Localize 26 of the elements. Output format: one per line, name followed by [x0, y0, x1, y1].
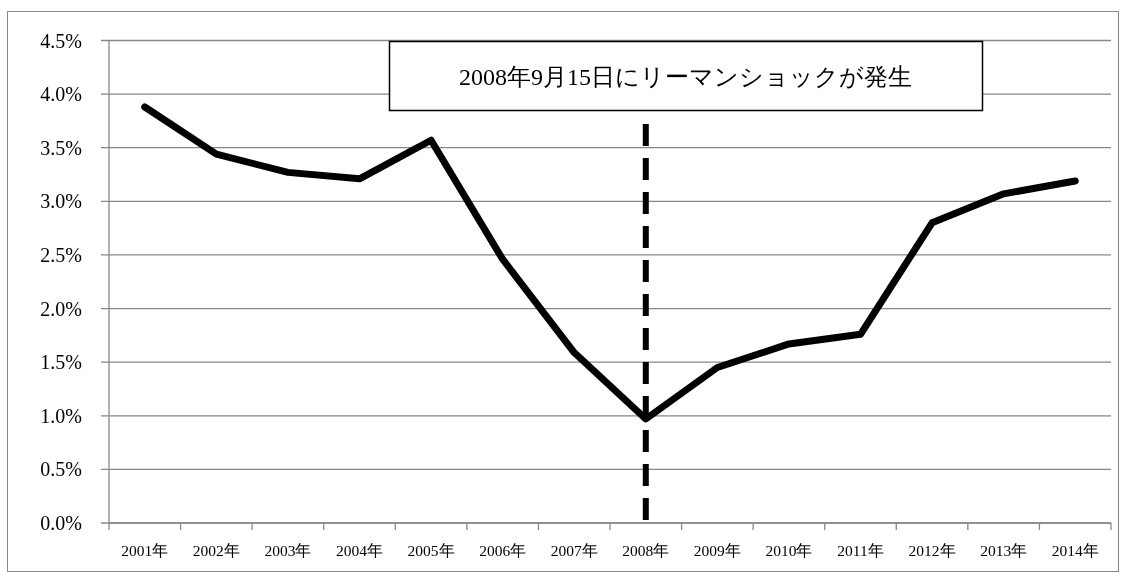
x-tick-label: 2009年: [693, 542, 741, 559]
y-tick-label: 1.5%: [40, 351, 82, 374]
y-tick-label: 2.0%: [40, 297, 82, 320]
x-tick-label: 2013年: [980, 542, 1028, 559]
x-tick-label: 2001年: [121, 542, 169, 559]
y-tick-label: 1.0%: [40, 404, 82, 427]
x-tick-label: 2005年: [407, 542, 455, 559]
y-tick-label: 4.5%: [40, 29, 82, 52]
y-tick-label: 3.5%: [40, 136, 82, 159]
x-tick-label: 2004年: [336, 542, 383, 559]
x-tick-label: 2012年: [908, 542, 956, 559]
x-tick-label: 2006年: [479, 542, 527, 559]
x-tick-label: 2008年: [622, 542, 670, 559]
x-tick-label: 2007年: [550, 542, 598, 559]
x-tick-label: 2011年: [837, 542, 884, 559]
y-tick-label: 3.0%: [40, 190, 82, 213]
y-tick-label: 4.0%: [40, 83, 82, 106]
y-tick-label: 2.5%: [40, 243, 82, 266]
x-tick-label: 2014年: [1051, 542, 1099, 559]
x-tick-label: 2003年: [264, 542, 312, 559]
y-tick-label: 0.5%: [40, 458, 82, 481]
y-tick-label: 0.0%: [40, 512, 82, 534]
annotation-box: 2008年9月15日にリーマンショックが発生: [388, 40, 984, 112]
x-tick-label: 2010年: [765, 542, 813, 559]
annotation: 2008年9月15日にリーマンショックが発生: [459, 63, 912, 90]
x-tick-label: 2002年: [192, 542, 240, 559]
